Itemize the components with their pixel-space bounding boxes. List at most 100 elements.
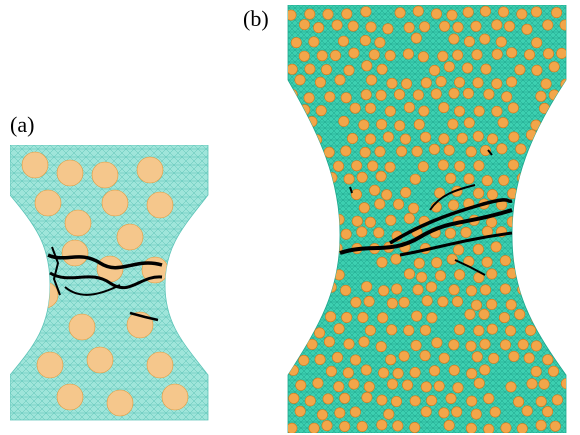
- inclusion-b-367: [378, 367, 390, 379]
- inclusion-b-390: [560, 378, 566, 390]
- inclusion-b-225: [288, 227, 299, 239]
- inclusion-b-394: [339, 392, 351, 404]
- inclusion-b-117: [358, 119, 370, 131]
- inclusion-b-176: [445, 172, 457, 184]
- inclusion-b-330: [505, 325, 517, 337]
- inclusion-b-22: [419, 21, 431, 33]
- inclusion-b-411: [420, 406, 432, 418]
- inclusion-b-133: [438, 133, 450, 145]
- inclusion-b-56: [542, 48, 554, 60]
- inclusion-b-55: [524, 49, 536, 61]
- inclusion-b-349: [298, 354, 310, 366]
- inclusion-b-52: [471, 49, 483, 61]
- inclusion-b-280: [340, 284, 352, 296]
- inclusion-b-159: [351, 160, 363, 172]
- inclusion-b-365: [342, 367, 354, 379]
- inclusion-b-110: [491, 105, 503, 117]
- inclusion-b-224: [558, 212, 566, 224]
- inclusion-b-408: [334, 407, 346, 419]
- crack-b-path-5: [454, 259, 486, 276]
- inclusion-b-388: [526, 378, 538, 390]
- inclusion-b-58: [288, 63, 298, 75]
- inclusion-b-179: [498, 174, 510, 186]
- inclusion-b-428: [483, 423, 495, 433]
- inclusion-b-202: [408, 202, 420, 214]
- inclusion-b-400: [445, 392, 457, 404]
- inclusion-b-16: [313, 22, 325, 34]
- inclusion-b-62: [361, 60, 373, 72]
- inclusion-b-186: [381, 189, 393, 201]
- inclusion-b-427: [465, 422, 477, 433]
- inclusion-b-360: [523, 352, 535, 364]
- inclusion-b-118: [376, 118, 388, 130]
- inclusion-b-255: [325, 255, 337, 267]
- inclusion-b-4: [360, 6, 372, 18]
- inclusion-b-13: [530, 6, 542, 18]
- inclusion-b-423: [376, 419, 388, 431]
- inclusion-b-366: [360, 364, 372, 376]
- inclusion-b-169: [289, 173, 301, 185]
- inclusion-b-304: [525, 298, 537, 310]
- inclusion-b-379: [348, 378, 360, 390]
- inclusion-b-314: [464, 308, 476, 320]
- inclusion-b-41: [531, 37, 543, 49]
- inclusion-b-194: [542, 186, 554, 198]
- inclusion-b-134: [456, 132, 468, 144]
- inclusion-b-211: [296, 214, 308, 226]
- specimen-a: [10, 145, 209, 421]
- inclusion-b-151: [465, 146, 477, 158]
- inclusion-b-272: [454, 269, 466, 281]
- inclusion-b-82: [506, 76, 518, 88]
- inclusion-b-339: [375, 341, 387, 353]
- inclusion-b-164: [454, 160, 466, 172]
- inclusion-b-282: [378, 285, 390, 297]
- inclusion-b-238: [536, 226, 548, 238]
- inclusion-b-344: [479, 338, 491, 350]
- inclusion-b-106: [418, 105, 430, 117]
- inclusion-b-328: [473, 325, 485, 337]
- inclusion-b-399: [426, 394, 438, 406]
- inclusion-b-23: [439, 20, 451, 32]
- inclusion-b-87: [324, 91, 336, 103]
- inclusion-b-249: [472, 243, 484, 255]
- inclusion-b-417: [542, 406, 554, 418]
- inclusion-b-63: [376, 63, 388, 75]
- inclusion-b-165: [473, 160, 485, 172]
- inclusion-b-27: [504, 20, 516, 32]
- inclusion-b-291: [535, 284, 547, 296]
- inclusion-b-139: [539, 129, 551, 141]
- inclusion-b-226: [303, 227, 315, 239]
- inclusion-b-323: [364, 324, 376, 336]
- inclusion-b-160: [367, 160, 379, 172]
- inclusion-b-188: [434, 187, 446, 199]
- inclusion-b-307: [303, 313, 315, 325]
- inclusion-b-233: [444, 227, 456, 239]
- inclusion-b-382: [402, 379, 414, 391]
- inclusion-b-355: [419, 350, 431, 362]
- inclusion-b-185: [369, 184, 381, 196]
- inclusion-b-135: [472, 130, 484, 142]
- inclusion-b-113: [561, 106, 566, 118]
- inclusion-b-175: [409, 173, 421, 185]
- inclusion-b-15: [298, 19, 310, 31]
- inclusion-b-276: [522, 269, 534, 281]
- inclusion-b-240: [294, 239, 306, 251]
- inclusion-b-256: [376, 256, 388, 268]
- inclusion-b-292: [550, 281, 562, 293]
- inclusion-b-192: [507, 188, 519, 200]
- inclusion-b-293: [294, 296, 306, 308]
- inclusion-b-395: [361, 391, 373, 403]
- inclusion-b-313: [426, 312, 438, 324]
- inclusion-b-153: [496, 143, 508, 155]
- inclusion-b-270: [416, 271, 428, 283]
- inclusion-b-2: [322, 8, 334, 20]
- inclusion-b-120: [413, 119, 425, 131]
- inclusion-b-54: [506, 47, 518, 59]
- inclusion-b-33: [337, 35, 349, 47]
- inclusion-b-173: [356, 171, 368, 183]
- inclusion-b-283: [391, 283, 403, 295]
- inclusion-b-259: [431, 257, 443, 269]
- inclusion-b-419: [308, 422, 320, 433]
- inclusion-b-161: [384, 161, 396, 173]
- inclusion-b-418: [288, 422, 298, 433]
